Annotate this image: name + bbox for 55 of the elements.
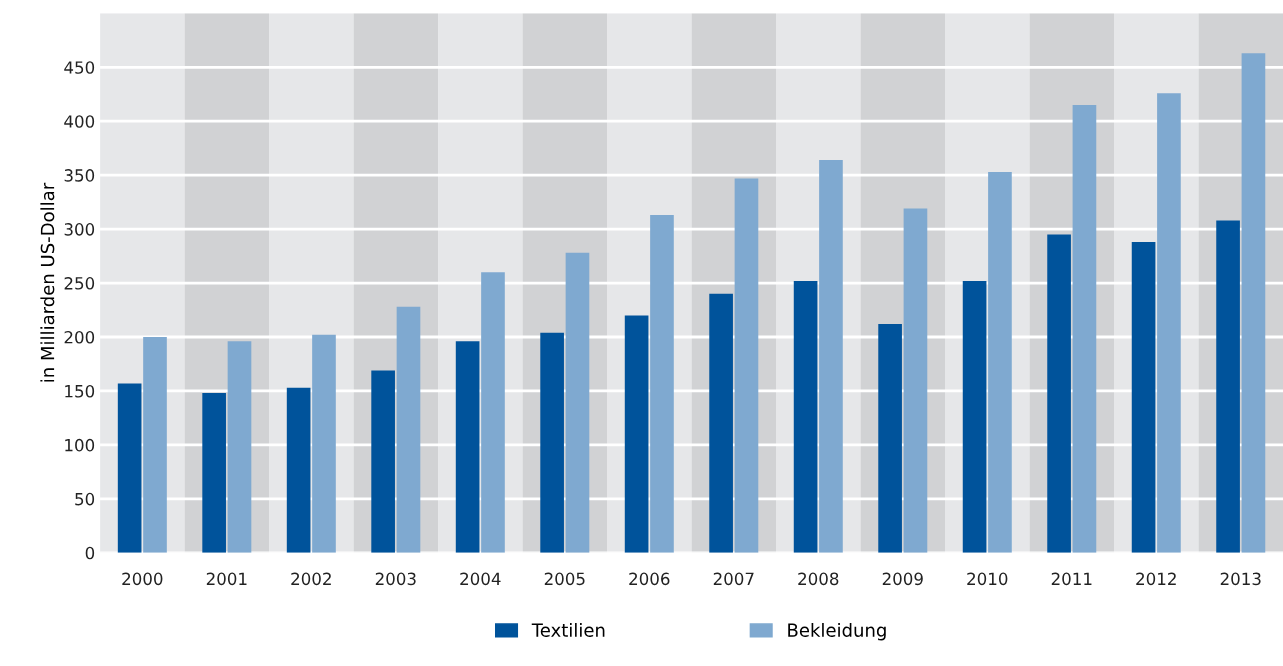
bar (540, 332, 564, 553)
x-tick-label: 2013 (1220, 572, 1261, 586)
bar (227, 341, 252, 553)
x-tick-label: 2012 (1136, 572, 1176, 586)
bar (819, 160, 843, 553)
bar (709, 293, 733, 553)
bar (202, 393, 226, 553)
x-tick-label: 2008 (798, 572, 839, 586)
bar (565, 252, 590, 553)
bar (1216, 220, 1240, 553)
x-tick-label: 2003 (375, 572, 416, 586)
bar (1157, 93, 1181, 553)
bar (117, 383, 142, 553)
bar (903, 208, 928, 553)
y-axis-title: in Milliarden US-Dollar (40, 182, 55, 382)
x-tick-label: 2010 (967, 572, 1008, 586)
bar (455, 341, 480, 553)
bar (1241, 53, 1266, 553)
y-tick-label: 200 (64, 330, 95, 344)
bar (481, 272, 505, 553)
y-tick-label: 50 (75, 492, 95, 506)
bar (988, 171, 1012, 553)
bar (650, 215, 674, 553)
bar (286, 387, 311, 553)
x-tick-label: 2011 (1051, 572, 1092, 586)
y-tick-label: 150 (65, 384, 95, 398)
y-tick-label: 0 (85, 546, 95, 560)
x-tick-label: 2004 (460, 572, 501, 586)
y-tick-label: 400 (64, 115, 95, 128)
bar (878, 324, 902, 553)
y-tick-label: 300 (64, 223, 95, 236)
x-tick-label: 2000 (122, 572, 163, 586)
bar (624, 315, 649, 553)
x-tick-label: 2006 (629, 572, 670, 586)
legend-label: Bekleidung (788, 622, 886, 641)
x-tick-label: 2005 (544, 572, 585, 586)
bar (143, 337, 167, 553)
x-tick-label: 2009 (882, 572, 923, 586)
legend-label: Textilien (531, 622, 605, 637)
bar (793, 280, 818, 553)
bar (1072, 105, 1097, 553)
bar (734, 178, 759, 553)
y-tick-label: 450 (64, 61, 95, 74)
y-tick-label: 100 (65, 438, 95, 452)
x-tick-label: 2002 (291, 572, 331, 586)
x-tick-label: 2007 (713, 572, 754, 586)
bar (1047, 234, 1071, 553)
bar (1131, 242, 1156, 553)
x-tick-label: 2001 (206, 572, 247, 586)
bar (312, 334, 336, 553)
bar (371, 370, 395, 553)
y-tick-label: 350 (64, 169, 95, 182)
bar (396, 306, 421, 553)
bar (962, 280, 987, 553)
y-tick-label: 250 (64, 277, 95, 290)
